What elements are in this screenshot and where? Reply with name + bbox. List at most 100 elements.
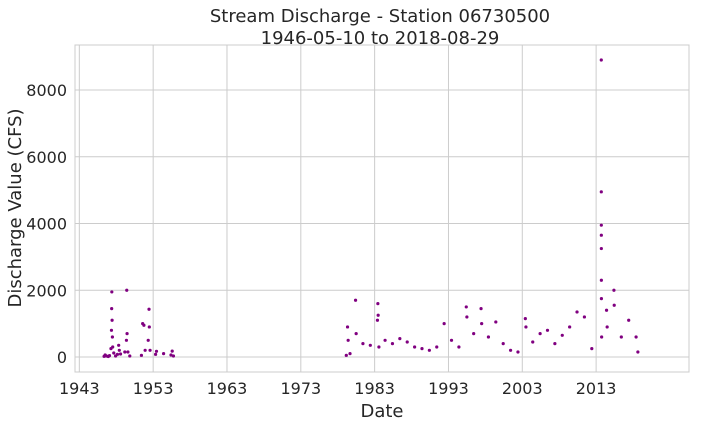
data-point: [110, 290, 114, 294]
data-point: [124, 338, 129, 342]
data-point: [169, 353, 173, 357]
data-point: [531, 340, 535, 344]
data-point: [604, 308, 609, 312]
data-point: [413, 345, 417, 349]
data-point: [354, 332, 358, 336]
x-tick-label: 1993: [428, 379, 469, 398]
y-axis-label: Discharge Value (CFS): [5, 108, 26, 307]
data-point: [599, 233, 603, 237]
data-point: [494, 320, 498, 324]
data-point: [575, 310, 579, 314]
data-point: [107, 354, 112, 358]
data-point: [146, 338, 150, 342]
data-point: [123, 350, 127, 354]
x-tick-label: 2013: [576, 379, 617, 398]
data-point: [480, 322, 484, 326]
data-point: [612, 288, 616, 292]
x-axis-label: Date: [360, 401, 403, 422]
data-point: [599, 278, 603, 282]
data-point: [344, 353, 348, 357]
data-point: [599, 58, 603, 62]
data-point: [457, 345, 461, 349]
data-point: [126, 350, 130, 354]
data-point: [125, 288, 129, 292]
y-tick-label: 8000: [26, 81, 67, 100]
data-point: [110, 318, 114, 322]
data-point: [139, 353, 144, 357]
data-point: [377, 345, 381, 349]
data-point: [117, 348, 121, 352]
data-point: [376, 301, 380, 306]
data-point: [154, 349, 159, 353]
data-point: [636, 350, 640, 354]
data-point: [345, 325, 350, 329]
data-point: [619, 335, 623, 339]
data-point: [590, 347, 594, 351]
data-point: [508, 348, 513, 352]
data-point: [376, 313, 380, 317]
data-point: [161, 352, 166, 356]
data-point: [111, 345, 115, 349]
data-point: [627, 318, 631, 322]
data-point: [147, 325, 151, 329]
data-point: [420, 347, 424, 351]
data-point: [361, 342, 365, 346]
data-point: [353, 298, 358, 302]
x-tick-label: 1973: [280, 379, 321, 398]
x-tick-label: 1943: [59, 379, 100, 398]
data-point: [117, 343, 121, 347]
data-point: [125, 332, 129, 336]
data-point: [553, 342, 557, 346]
x-axis-ticks: 1943 1953 1963 1973 1983 1993 2003 2013: [59, 379, 617, 398]
data-point: [524, 325, 528, 329]
chart-subtitle: 1946-05-10 to 2018-08-29: [261, 28, 500, 49]
y-tick-label: 2000: [26, 281, 67, 300]
x-tick-label: 1983: [354, 379, 395, 398]
data-point: [634, 335, 638, 339]
grid-lines: [75, 45, 689, 372]
data-point: [112, 351, 116, 355]
y-tick-label: 6000: [26, 148, 67, 167]
data-point: [115, 352, 120, 356]
data-point: [390, 342, 395, 346]
data-point: [538, 332, 542, 336]
data-point: [560, 333, 564, 337]
chart-title: Stream Discharge - Station 06730500: [210, 6, 550, 27]
data-point: [472, 332, 476, 336]
data-point: [348, 352, 352, 356]
data-point: [405, 340, 409, 344]
data-point: [523, 317, 527, 321]
data-point: [398, 337, 402, 341]
data-point: [442, 322, 446, 326]
data-point: [346, 338, 350, 342]
data-point: [568, 325, 572, 329]
data-point: [148, 348, 152, 352]
data-point: [110, 335, 114, 339]
data-point: [599, 223, 603, 227]
data-point: [479, 307, 483, 311]
data-point: [170, 349, 174, 353]
x-tick-label: 1963: [207, 379, 248, 398]
data-point: [143, 348, 147, 352]
data-point: [599, 246, 603, 251]
plot-area: [74, 44, 690, 373]
data-point: [110, 307, 114, 311]
data-point: [435, 345, 439, 349]
y-tick-label: 4000: [26, 215, 67, 234]
data-point: [427, 348, 431, 352]
data-point: [582, 315, 586, 319]
data-point: [599, 190, 603, 194]
y-axis-ticks: 0 2000 4000 6000 8000: [26, 81, 67, 367]
data-point: [516, 350, 520, 354]
data-point: [599, 296, 604, 301]
data-point: [600, 335, 604, 339]
data-point: [464, 305, 468, 309]
data-point: [605, 325, 609, 329]
data-point: [449, 338, 454, 342]
data-point: [171, 354, 176, 358]
data-point: [545, 328, 550, 332]
data-point: [501, 342, 505, 346]
data-points: [102, 58, 640, 359]
data-point: [383, 338, 387, 342]
x-tick-label: 2003: [502, 379, 543, 398]
